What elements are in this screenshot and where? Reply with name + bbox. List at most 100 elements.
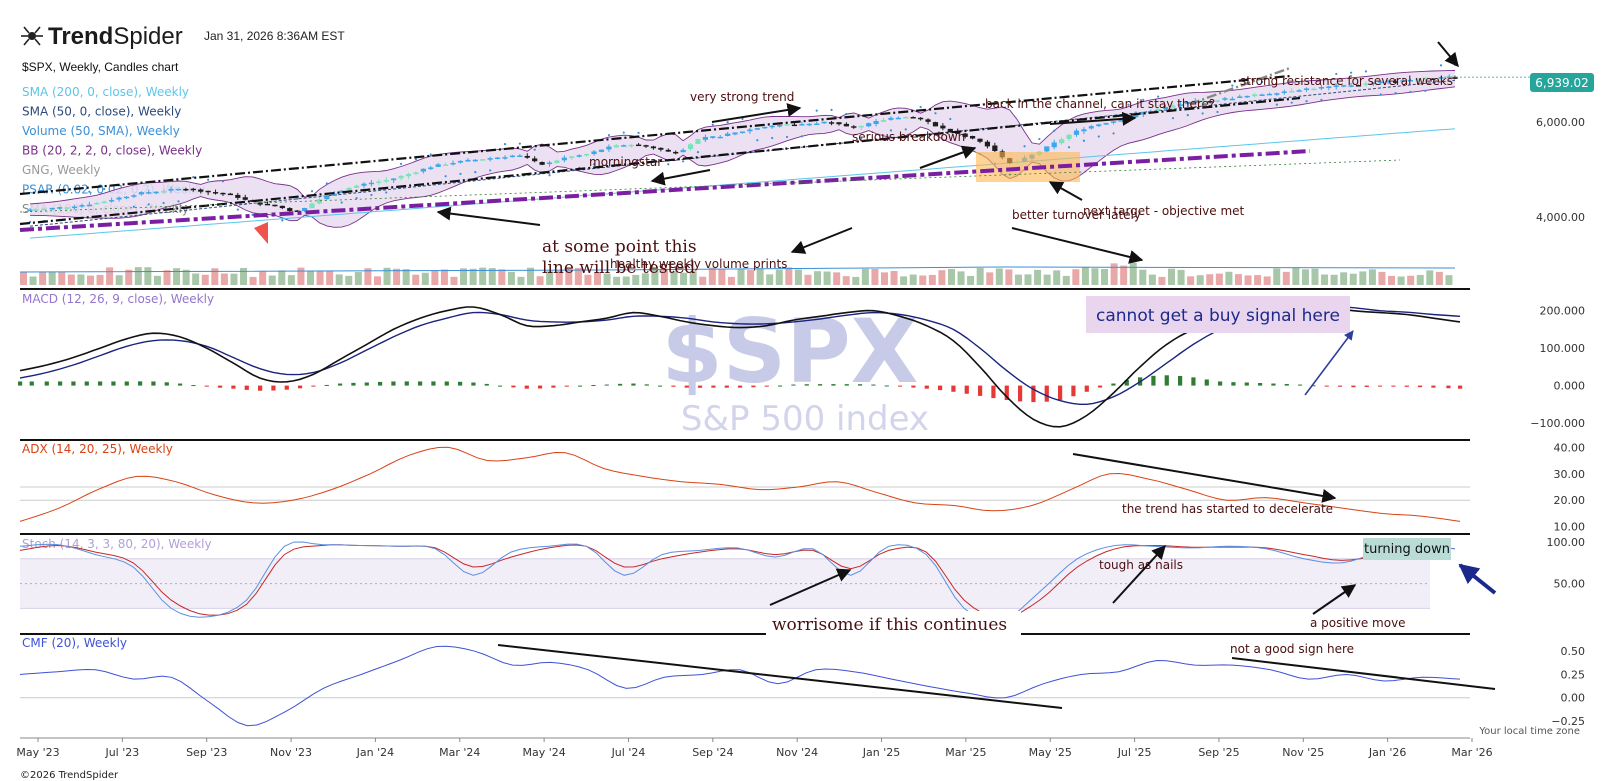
price-pane[interactable]: 4,000.00 6,000.00 [19, 63, 1585, 285]
cmf-pane[interactable]: CMF (20), Weekly 0.50 0.25 0.00 −0.25 [19, 636, 1586, 728]
psar-dot [518, 142, 521, 145]
candle [1348, 85, 1354, 87]
psar-dot [192, 176, 195, 179]
candle [940, 125, 946, 129]
psar-dot [296, 197, 299, 200]
candle [109, 200, 115, 202]
x-tick-label: Jul '24 [611, 746, 646, 759]
legend-item: SMA (50, 0, close), Weekly [22, 105, 181, 119]
arrow-better-turnover [1011, 227, 1144, 264]
adx-pane[interactable]: ADX (14, 20, 25), Weekly 40.00 30.00 20.00 1… [19, 441, 1586, 534]
psar-dot [548, 174, 551, 177]
volume-bar [699, 276, 707, 285]
volume-bar [613, 276, 621, 285]
candle [1155, 108, 1161, 111]
volume-bar [201, 274, 209, 285]
volume-bar [1148, 274, 1156, 285]
macd-histogram-bar [218, 385, 223, 388]
macd-histogram-bar [1271, 383, 1276, 386]
brand-light: Spider [113, 23, 182, 50]
candle [1162, 107, 1169, 109]
psar-dot [1038, 137, 1041, 141]
candle [866, 123, 872, 127]
stoch-pane[interactable]: Stoch (14, 3, 3, 80, 20), Weekly 100.00 50… [19, 536, 1586, 623]
y-tick-label: −100.000 [1530, 417, 1585, 430]
macd-histogram-bar [338, 383, 343, 386]
psar-dot [771, 136, 774, 140]
volume-bar [670, 271, 678, 285]
candle [1407, 79, 1414, 82]
candle [212, 192, 219, 194]
candle [235, 194, 241, 198]
macd-histogram-bar [1098, 385, 1103, 388]
candle [932, 122, 939, 127]
volume-bar [316, 270, 324, 285]
candle [123, 196, 130, 199]
volume-bar [335, 274, 343, 285]
candle [264, 203, 271, 206]
volume-bar [986, 272, 994, 285]
annot-trend-decelerate: the trend has started to decelerate [1122, 502, 1333, 516]
candle [1303, 88, 1310, 90]
psar-dot [459, 172, 462, 175]
volume-bar [1187, 276, 1195, 285]
candle [821, 121, 827, 124]
macd-histogram-bar [1351, 385, 1356, 388]
arrow-next-target [1048, 181, 1083, 201]
psar-dot [1023, 145, 1026, 148]
candle [888, 117, 894, 120]
psar-dot [221, 180, 225, 183]
volume-sma-line [19, 266, 1456, 273]
annot-positive-move: a positive move [1310, 616, 1406, 630]
candle [1252, 94, 1258, 97]
volume-bar [727, 276, 735, 285]
macd-histogram-bar [1164, 375, 1169, 386]
psar-dot [800, 135, 803, 138]
macd-histogram-bar [964, 385, 969, 394]
candle [175, 188, 182, 191]
volume-bar [460, 268, 468, 285]
candle [376, 181, 382, 184]
volume-bar [1024, 274, 1032, 285]
psar-dot [370, 193, 373, 197]
volume-bar [1273, 268, 1281, 285]
annot-turning-down: turning down [1364, 542, 1450, 557]
candle [27, 209, 33, 212]
volume-bar [173, 268, 181, 285]
macd-histogram-bar [938, 385, 943, 391]
svg-text:TrendSpider: TrendSpider [48, 23, 183, 50]
candle [546, 162, 553, 165]
x-tick-label: May '24 [522, 746, 565, 759]
timezone-label: Your local time zone [1478, 726, 1580, 737]
volume-bar [1053, 270, 1061, 285]
candle [316, 199, 323, 204]
psar-dot [1157, 95, 1160, 98]
candle [754, 128, 760, 130]
volume-bar [890, 271, 898, 285]
candle [584, 153, 590, 156]
volume-bar [1110, 263, 1118, 285]
candle [1200, 100, 1206, 103]
psar-dot [503, 143, 507, 146]
macd-histogram-bar [244, 385, 249, 390]
arrow-healthy-volume [790, 227, 853, 254]
macd-histogram-bar [924, 385, 929, 389]
psar-dot [949, 117, 952, 121]
macd-histogram-bar [1178, 375, 1183, 386]
y-tick-label: 0.50 [1561, 645, 1586, 658]
macd-histogram-bar [1258, 383, 1263, 386]
psar-dot [533, 148, 536, 151]
y-tick-label: 30.00 [1554, 468, 1586, 481]
volume-bar [718, 269, 726, 285]
candle [576, 155, 582, 157]
candle [918, 117, 924, 120]
candle [806, 123, 812, 126]
volume-bar [58, 271, 66, 285]
macd-title: MACD (12, 26, 9, close), Weekly [22, 292, 214, 306]
macd-histogram-bar [818, 384, 823, 386]
y-tick-label: 100.00 [1547, 536, 1586, 549]
trendspider-logo: TrendSpider [21, 23, 183, 50]
macd-histogram-bar [1111, 383, 1116, 386]
psar-dot [874, 133, 878, 136]
